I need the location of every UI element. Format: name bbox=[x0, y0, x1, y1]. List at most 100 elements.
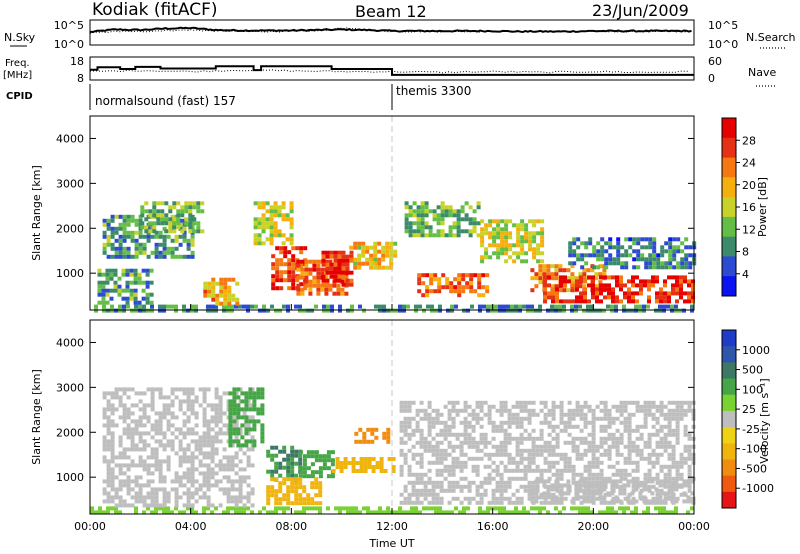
power-cell bbox=[174, 238, 179, 243]
power-cell bbox=[118, 226, 123, 231]
velocity-cell bbox=[182, 491, 187, 496]
velocity-cell bbox=[326, 458, 331, 463]
power-cell bbox=[142, 242, 147, 247]
power-cell bbox=[660, 265, 665, 270]
velocity-cell bbox=[547, 440, 552, 445]
velocity-cell bbox=[106, 499, 111, 504]
power-cell bbox=[304, 263, 309, 268]
power-cell bbox=[611, 291, 615, 296]
power-cell bbox=[152, 229, 157, 234]
power-cell bbox=[350, 304, 354, 309]
power-cell bbox=[559, 279, 563, 284]
velocity-cell bbox=[591, 472, 596, 477]
power-cell bbox=[598, 308, 602, 313]
power-cell bbox=[257, 221, 262, 226]
velocity-cell bbox=[627, 448, 632, 453]
power-cell bbox=[385, 245, 390, 250]
power-cell bbox=[361, 245, 366, 250]
velocity-cell bbox=[602, 510, 606, 515]
velocity-cell bbox=[379, 469, 384, 473]
velocity-cell bbox=[587, 440, 592, 445]
velocity-cell bbox=[234, 455, 239, 460]
power-cell bbox=[253, 221, 258, 226]
velocity-cell bbox=[483, 444, 488, 449]
power-cell bbox=[279, 286, 284, 291]
velocity-cell bbox=[166, 510, 170, 515]
power-cell bbox=[113, 272, 118, 277]
velocity-cell bbox=[138, 399, 143, 404]
velocity-cell bbox=[106, 407, 111, 412]
velocity-cell bbox=[206, 427, 211, 432]
power-cell bbox=[655, 291, 659, 296]
power-cell bbox=[572, 249, 577, 254]
velocity-cell bbox=[374, 510, 378, 515]
power-cell bbox=[257, 233, 262, 238]
velocity-cell bbox=[670, 483, 675, 488]
velocity-cell bbox=[451, 488, 456, 493]
velocity-cell bbox=[519, 496, 524, 501]
velocity-cell bbox=[206, 506, 210, 511]
velocity-cell bbox=[519, 404, 524, 409]
colorbar-cell bbox=[722, 118, 736, 139]
power-cell bbox=[365, 261, 370, 266]
power-cell bbox=[378, 304, 382, 309]
power-cell bbox=[186, 238, 191, 243]
velocity-cell bbox=[495, 452, 500, 457]
velocity-cell bbox=[675, 436, 680, 441]
velocity-cell bbox=[366, 506, 370, 511]
velocity-cell bbox=[362, 431, 367, 436]
velocity-cell bbox=[246, 455, 251, 460]
velocity-cell bbox=[118, 395, 123, 400]
power-cell bbox=[369, 257, 374, 262]
velocity-cell bbox=[523, 428, 528, 433]
power-cell bbox=[555, 287, 559, 292]
velocity-cell bbox=[222, 391, 227, 396]
velocity-cell bbox=[659, 464, 664, 469]
velocity-cell bbox=[503, 496, 508, 501]
velocity-cell bbox=[150, 479, 155, 484]
velocity-cell bbox=[443, 476, 448, 481]
velocity-cell bbox=[240, 443, 245, 448]
velocity-cell bbox=[252, 407, 257, 412]
power-cell bbox=[628, 237, 633, 242]
velocity-cell bbox=[611, 444, 616, 449]
power-cell bbox=[658, 304, 662, 309]
velocity-cell bbox=[190, 431, 195, 436]
power-cell bbox=[429, 277, 434, 282]
velocity-cell bbox=[146, 503, 151, 508]
power-cell bbox=[265, 201, 270, 206]
power-cell bbox=[291, 282, 296, 287]
velocity-cell bbox=[615, 436, 620, 441]
power-cell bbox=[530, 268, 535, 273]
nsky-panel-frame bbox=[89, 19, 695, 46]
power-cell bbox=[532, 251, 537, 256]
velocity-cell bbox=[339, 469, 344, 473]
velocity-cell bbox=[260, 395, 265, 400]
freq-panel: Freq. [MHz] 18 8 60 0 Nave bbox=[3, 55, 776, 87]
power-cell bbox=[261, 241, 266, 246]
velocity-cell bbox=[562, 506, 566, 511]
velocity-cell bbox=[371, 465, 376, 469]
velocity-cell bbox=[451, 400, 456, 405]
velocity-cell bbox=[158, 423, 163, 428]
velocity-cell bbox=[655, 428, 660, 433]
power-cell bbox=[648, 237, 653, 242]
power-cell bbox=[146, 226, 151, 231]
velocity-cell bbox=[459, 432, 464, 437]
velocity-cell bbox=[338, 510, 342, 515]
velocity-cell bbox=[471, 440, 476, 445]
velocity-cell bbox=[234, 463, 239, 468]
power-cell bbox=[488, 235, 493, 240]
velocity-cell bbox=[170, 487, 175, 492]
power-cell bbox=[433, 277, 438, 282]
velocity-cell bbox=[98, 506, 102, 511]
power-cell bbox=[663, 279, 667, 284]
velocity-cell bbox=[359, 465, 364, 469]
power-cell bbox=[420, 205, 425, 210]
power-cell bbox=[105, 292, 110, 297]
power-cell bbox=[314, 304, 318, 309]
velocity-cell bbox=[118, 435, 123, 440]
power-cell bbox=[615, 279, 619, 284]
power-cell bbox=[582, 276, 587, 281]
power-cell bbox=[223, 277, 228, 282]
